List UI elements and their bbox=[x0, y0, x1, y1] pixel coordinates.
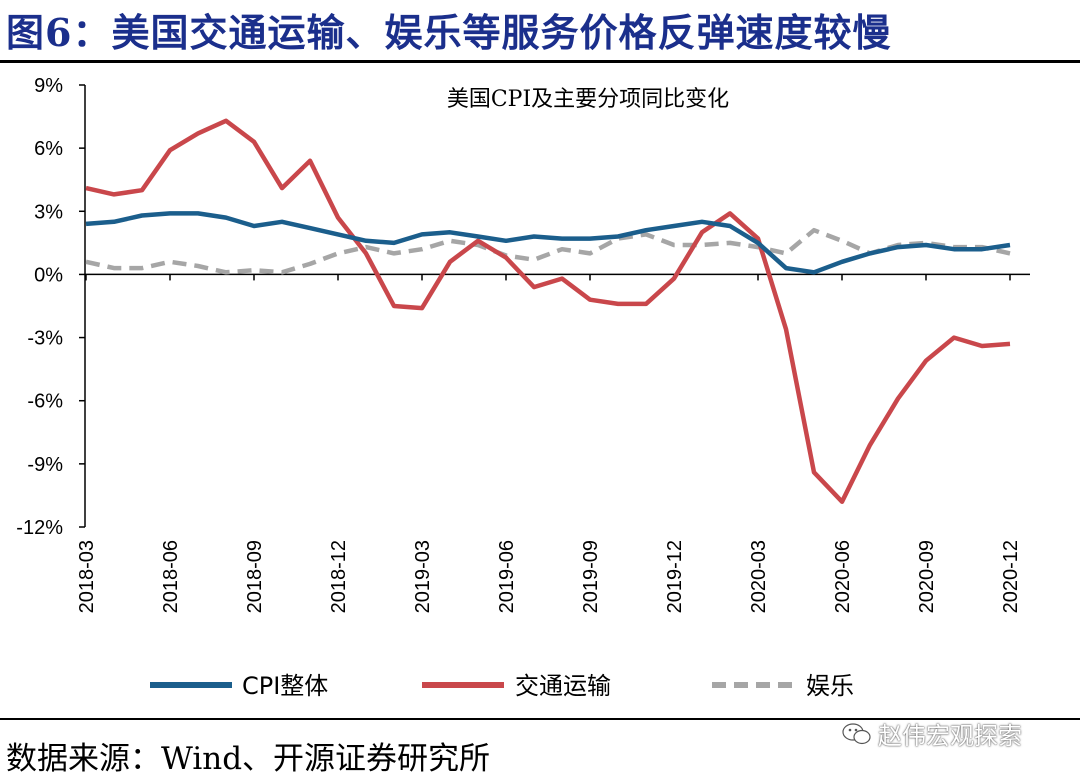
figure-title: 图6：美国交通运输、娱乐等服务价格反弹速度较慢 bbox=[6, 10, 892, 55]
legend: CPI整体 交通运输 娱乐 bbox=[150, 672, 854, 700]
y-tick-label: -3% bbox=[27, 328, 63, 350]
x-tick-label: 2018-12 bbox=[328, 540, 350, 613]
line-chart: 美国CPI及主要分项同比变化 9% 6% 3% 0% -3% -6% -9% -12% 201… bbox=[16, 75, 1030, 700]
x-tick-label: 2019-12 bbox=[664, 540, 686, 613]
legend-label-2: 娱乐 bbox=[806, 672, 854, 700]
legend-label-1: 交通运输 bbox=[515, 672, 611, 700]
x-axis: 2018-03 2018-06 2018-09 2018-12 2019-03 2019-… bbox=[76, 273, 1030, 613]
x-tick-label: 2018-03 bbox=[76, 540, 98, 613]
y-tick-label: -9% bbox=[27, 454, 63, 476]
y-tick-label: 0% bbox=[34, 264, 63, 286]
bottom-rule bbox=[0, 718, 1080, 720]
series-line-0 bbox=[85, 211, 1011, 275]
y-tick-label: 6% bbox=[34, 138, 63, 160]
x-tick-label: 2020-03 bbox=[748, 540, 770, 613]
x-tick-label: 2019-09 bbox=[580, 540, 602, 613]
x-tick-label: 2019-03 bbox=[412, 540, 434, 613]
x-tick-label: 2020-09 bbox=[916, 540, 938, 613]
y-tick-label: 9% bbox=[34, 75, 63, 97]
y-tick-label: -12% bbox=[16, 517, 63, 539]
legend-label-0: CPI整体 bbox=[242, 672, 328, 700]
y-axis: 9% 6% 3% 0% -3% -6% -9% -12% bbox=[16, 75, 86, 539]
top-rule bbox=[0, 60, 1080, 63]
watermark-text: 赵伟宏观探索 bbox=[878, 722, 1022, 750]
chart-title: 美国CPI及主要分项同比变化 bbox=[447, 87, 729, 112]
x-tick-label: 2018-06 bbox=[160, 540, 182, 613]
wechat-icon bbox=[842, 722, 871, 744]
series-line-1 bbox=[85, 118, 1011, 504]
y-tick-label: 3% bbox=[34, 201, 63, 223]
x-tick-label: 2019-06 bbox=[496, 540, 518, 613]
source-note: 数据来源：Wind、开源证券研究所 bbox=[6, 741, 491, 777]
x-tick-label: 2020-06 bbox=[832, 540, 854, 613]
x-tick-label: 2018-09 bbox=[244, 540, 266, 613]
x-tick-label: 2020-12 bbox=[1000, 540, 1022, 613]
series-lines bbox=[85, 118, 1011, 504]
series-line-2 bbox=[85, 227, 1011, 275]
watermark: 赵伟宏观探索 bbox=[842, 716, 1022, 751]
y-tick-label: -6% bbox=[27, 391, 63, 413]
